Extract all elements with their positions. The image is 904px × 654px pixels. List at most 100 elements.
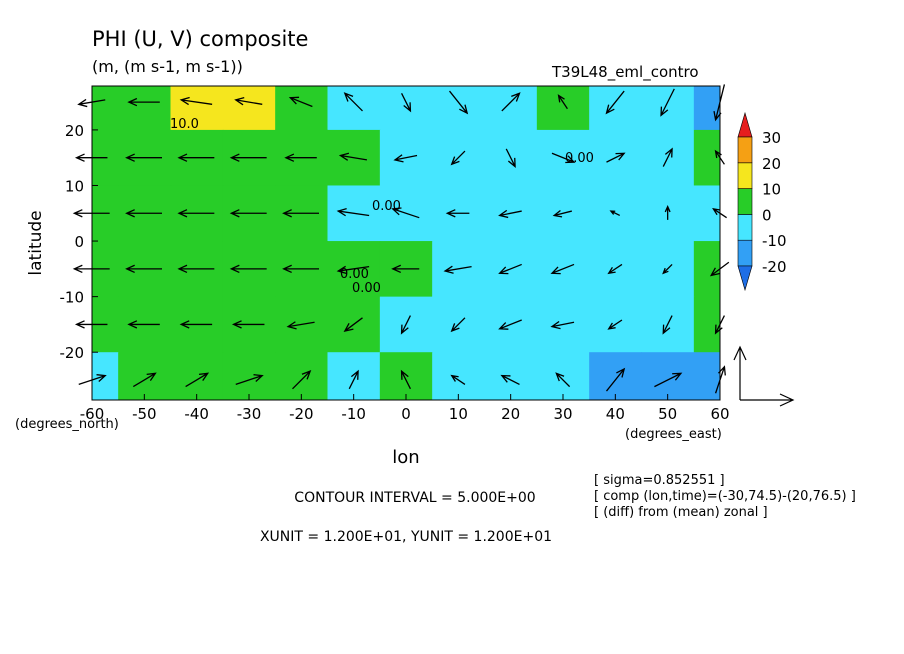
- wind-arrow: [125, 209, 162, 218]
- colorbar-label: 20: [762, 155, 781, 173]
- colorbar-box: [737, 188, 753, 215]
- wind-arrow: [557, 94, 568, 110]
- contour-cell: [118, 352, 172, 400]
- wind-arrow: [286, 321, 315, 330]
- wind-arrow: [654, 372, 683, 388]
- x-tick-label: 50: [658, 405, 677, 423]
- wind-arrow: [229, 209, 267, 218]
- contour-cell: [275, 352, 329, 400]
- colorbar-extend: [737, 265, 753, 292]
- wind-arrow: [550, 263, 575, 275]
- wind-arrow: [393, 154, 418, 163]
- wind-arrow: [660, 88, 675, 117]
- wind-arrow: [400, 315, 411, 335]
- wind-arrow: [282, 209, 319, 218]
- chart-title: PHI (U, V) composite: [92, 27, 308, 51]
- wind-arrow: [500, 374, 520, 385]
- wind-arrow: [448, 90, 469, 115]
- x-tick-label: 0: [401, 405, 411, 423]
- wind-arrow: [179, 96, 213, 106]
- contour-cell: [693, 129, 720, 187]
- wind-arrow: [662, 263, 673, 275]
- info-line: [ (diff) from (mean) zonal ]: [594, 505, 768, 520]
- wind-arrow: [348, 369, 359, 390]
- wind-arrow: [292, 370, 312, 390]
- y-axis-label: latitude: [26, 210, 46, 275]
- wind-arrow: [185, 372, 210, 388]
- contour-cell: [222, 86, 276, 131]
- wind-arrow: [605, 367, 626, 392]
- y-unit-label: (degrees_north): [15, 417, 119, 432]
- wind-arrow: [555, 372, 571, 388]
- wind-arrow: [338, 152, 368, 161]
- wind-arrow: [662, 147, 673, 167]
- colorbar-label: -10: [762, 232, 787, 250]
- wind-arrow: [235, 374, 264, 386]
- wind-arrow: [501, 92, 521, 112]
- wind-arrow: [343, 317, 363, 332]
- contour-cell: [693, 86, 720, 131]
- wind-arrow: [609, 210, 621, 217]
- x-tick-label: 60: [710, 405, 729, 423]
- contour-cell: [693, 241, 720, 298]
- wind-arrow: [391, 264, 420, 274]
- run-label: T39L48_eml_contro: [551, 63, 699, 82]
- wind-arrow: [606, 152, 626, 163]
- contour-label: 0.00: [340, 267, 369, 282]
- contour-cell: [641, 352, 695, 400]
- wind-arrow: [336, 265, 370, 275]
- unit-text: XUNIT = 1.200E+01, YUNIT = 1.200E+01: [260, 529, 552, 545]
- wind-arrow: [288, 96, 313, 108]
- x-tick-label: -40: [184, 405, 209, 423]
- wind-arrow: [343, 92, 363, 112]
- wind-arrow: [498, 263, 522, 275]
- wind-arrow: [179, 320, 213, 329]
- wind-arrow: [282, 264, 319, 274]
- chart-subtitle: (m, (m s-1, m s-1)): [92, 57, 243, 76]
- reference-vector: [733, 345, 795, 407]
- contour-cell: [222, 352, 276, 400]
- wind-arrow: [445, 209, 470, 218]
- colorbar-box: [737, 239, 753, 267]
- wind-arrow: [607, 319, 623, 330]
- x-tick-label: 30: [553, 405, 572, 423]
- colorbar-box: [737, 162, 753, 189]
- wind-arrow: [229, 153, 267, 162]
- wind-arrow: [401, 92, 412, 113]
- wind-arrow: [450, 317, 466, 333]
- wind-arrow: [550, 320, 575, 330]
- wind-arrow: [450, 374, 466, 385]
- contour-cell: [484, 352, 538, 400]
- wind-arrow: [498, 319, 522, 330]
- x-axis-label: lon: [392, 447, 419, 468]
- wind-arrow: [229, 264, 267, 274]
- wind-arrow: [231, 320, 265, 329]
- wind-arrow: [336, 208, 370, 217]
- contour-cell: [92, 86, 119, 131]
- colorbar-box: [737, 214, 753, 241]
- wind-arrow: [391, 207, 420, 219]
- wind-arrow: [125, 264, 162, 274]
- x-tick-label: -30: [237, 405, 262, 423]
- contour-cell: [327, 352, 381, 400]
- y-tick-label: 0: [74, 233, 84, 251]
- wind-arrow: [443, 265, 472, 274]
- x-tick-label: 10: [449, 405, 468, 423]
- x-tick-label: -20: [289, 405, 314, 423]
- contour-cell: [589, 352, 643, 400]
- wind-arrow: [505, 148, 516, 168]
- contour-label: 0.00: [565, 151, 594, 166]
- reference-arrow: [733, 345, 795, 407]
- wind-arrow: [125, 153, 162, 162]
- wind-arrow: [551, 152, 576, 164]
- colorbar-label: 30: [762, 129, 781, 147]
- contour-cell: [170, 352, 224, 400]
- y-tick-label: 20: [65, 122, 84, 140]
- wind-arrow: [450, 150, 466, 166]
- colorbar-label: 0: [762, 206, 772, 224]
- contour-cell: [327, 86, 381, 131]
- contour-cell: [170, 86, 224, 131]
- y-tick-label: 10: [65, 177, 84, 195]
- contour-cell: [379, 352, 433, 400]
